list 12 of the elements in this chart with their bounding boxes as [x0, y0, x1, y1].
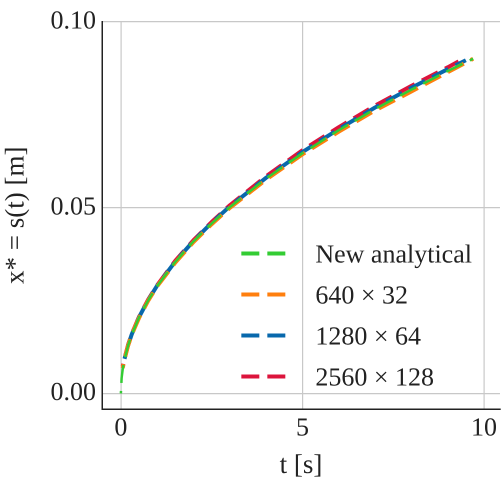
legend-label: 2560 × 128 [315, 362, 434, 392]
legend-label: 1280 × 64 [315, 321, 421, 350]
y-axis-title: x* = s(t) [m] [0, 146, 30, 284]
y-tick-label: 0.00 [50, 377, 96, 406]
y-tick-label: 0.10 [50, 5, 96, 34]
legend-label: New analytical [315, 239, 472, 268]
x-tick-label: 5 [296, 412, 309, 442]
x-tick-label: 10 [471, 412, 497, 442]
legend-label: 640 × 32 [315, 280, 408, 310]
x-tick-label: 0 [114, 412, 128, 442]
y-tick-label: 0.05 [50, 191, 96, 220]
x-axis-title: t [s] [280, 448, 322, 479]
